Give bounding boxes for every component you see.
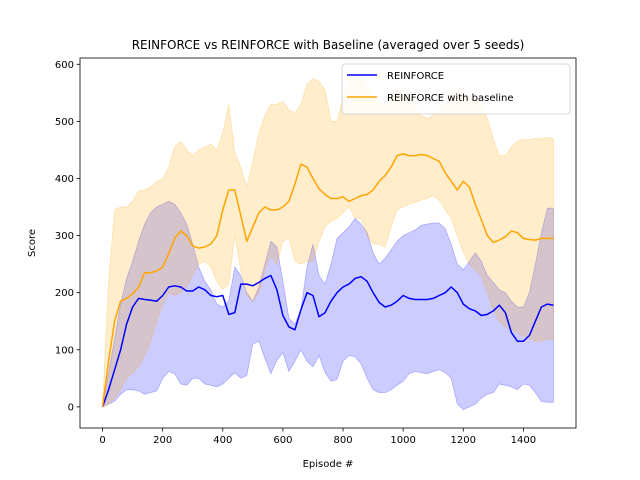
chart-title: REINFORCE vs REINFORCE with Baseline (av…: [132, 38, 525, 52]
x-tick-label: 1200: [451, 435, 476, 446]
x-tick-label: 0: [99, 435, 105, 446]
y-tick-label: 200: [55, 288, 74, 299]
x-tick-label: 1400: [511, 435, 536, 446]
y-axis-ticks: 0 100 200 300 400 500 600: [55, 60, 80, 413]
legend-label-reinforce-with-baseline: REINFORCE with baseline: [387, 93, 514, 104]
x-tick-label: 200: [153, 435, 172, 446]
y-tick-label: 600: [55, 60, 74, 71]
legend-box: [341, 63, 571, 115]
y-tick-label: 0: [68, 402, 74, 413]
line-reinforce-with-baseline: [101, 153, 554, 407]
x-tick-label: 400: [213, 435, 232, 446]
x-tick-label: 600: [273, 435, 292, 446]
y-tick-label: 100: [55, 345, 74, 356]
legend: REINFORCE REINFORCE with baseline: [341, 63, 571, 115]
legend-label-reinforce: REINFORCE: [387, 71, 444, 82]
line-reinforce: [101, 274, 554, 408]
x-tick-label: 1000: [390, 435, 415, 446]
plot-frame: [79, 57, 577, 429]
y-axis-title: Score: [27, 229, 38, 257]
series-lines: [101, 153, 554, 408]
x-axis-ticks: 0 200 400 600 800 1000 1200 1400: [99, 428, 536, 446]
x-tick-label: 800: [333, 435, 352, 446]
y-tick-label: 300: [55, 231, 74, 242]
y-tick-label: 400: [55, 174, 74, 185]
x-axis-title: Episode #: [303, 459, 354, 470]
y-tick-label: 500: [55, 117, 74, 128]
